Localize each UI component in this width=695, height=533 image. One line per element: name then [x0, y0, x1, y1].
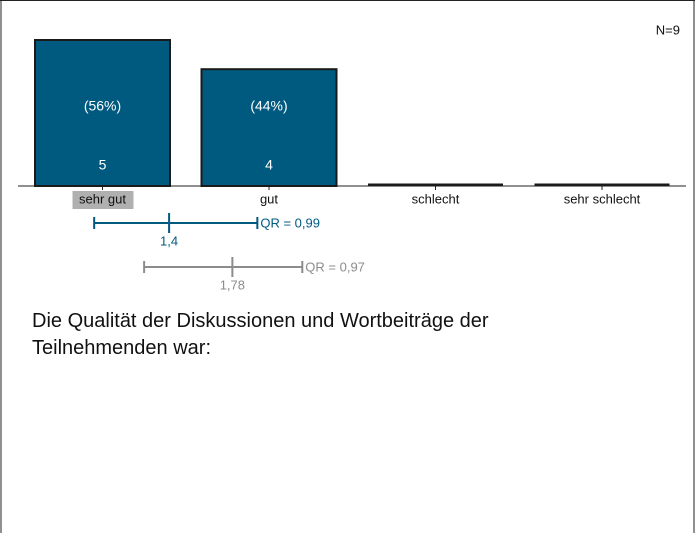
qr-label: QR = 0,97: [305, 259, 365, 274]
bar: [34, 39, 171, 187]
x-tick-label: sehr gut: [79, 191, 126, 206]
percent-label: (56%): [84, 98, 121, 114]
x-tick-label: schlecht: [412, 191, 460, 206]
mean-label: 1,78: [220, 277, 245, 292]
count-label: 5: [99, 157, 107, 173]
count-label: 4: [265, 157, 273, 173]
bar: [200, 68, 338, 187]
category-highlight: [72, 191, 134, 209]
question: Die Qualität der Diskussionen und Wortbe…: [32, 310, 489, 359]
percent-label: (44%): [250, 98, 287, 114]
x-tick-label: gut: [260, 191, 278, 206]
mean-label: 1,4: [160, 233, 178, 248]
qr-label: QR = 0,99: [260, 215, 320, 230]
x-tick-label: sehr schlecht: [564, 191, 641, 206]
sample-size: N=9: [656, 22, 680, 37]
